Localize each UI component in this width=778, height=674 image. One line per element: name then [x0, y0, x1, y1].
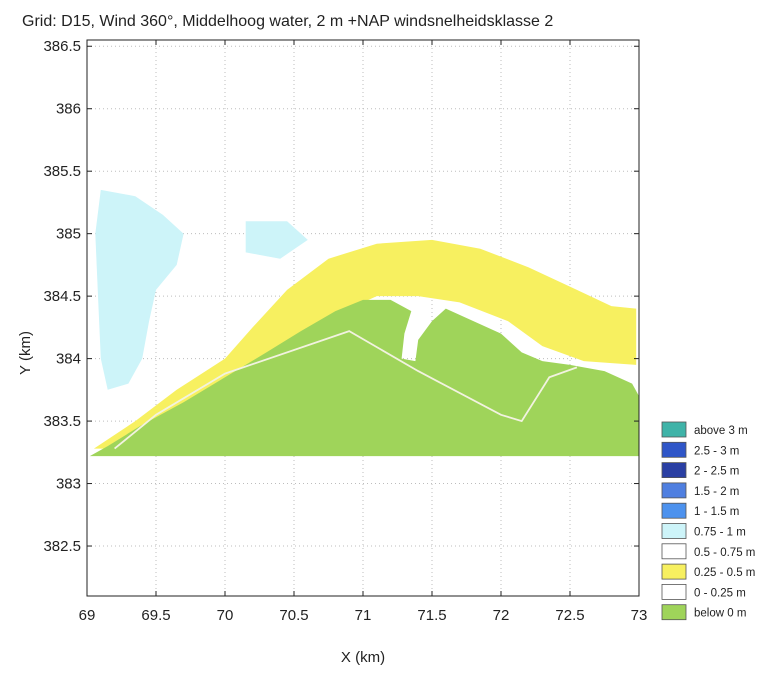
- dike-line: [114, 330, 578, 450]
- legend-swatch: [661, 584, 687, 600]
- legend-label: 0 - 0.25 m: [694, 587, 746, 599]
- y-tick-label: 386: [56, 101, 81, 118]
- y-tick-label: 383: [56, 476, 81, 493]
- legend-label: 0.75 - 1 m: [694, 527, 746, 539]
- legend-swatch: [661, 441, 687, 458]
- legend-swatch: [661, 502, 687, 519]
- x-tick-label: 70: [217, 607, 234, 624]
- x-axis-label: X (km): [341, 649, 385, 666]
- y-tick-label: 382.5: [43, 538, 81, 555]
- chart-title: Grid: D15, Wind 360°, Middelhoog water, …: [22, 13, 553, 30]
- legend-label: 1.5 - 2 m: [694, 486, 739, 498]
- legend-label: 2 - 2.5 m: [694, 466, 739, 478]
- x-tick-label: 70.5: [279, 607, 308, 624]
- y-tick-label: 385.5: [43, 163, 81, 180]
- x-tick-label: 71.5: [417, 607, 446, 624]
- y-tick-label: 384.5: [43, 288, 81, 305]
- legend-swatch: [661, 523, 687, 539]
- x-tick-label: 73: [631, 607, 648, 624]
- region-0: [95, 189, 184, 390]
- x-tick-label: 72: [493, 607, 510, 624]
- axis-ticks: 69 69.5 70 70.5 71 71.5 72 72.5 73 386.5 386 385.5 3…: [43, 38, 647, 624]
- region-2: [93, 239, 637, 449]
- legend-swatch: [661, 543, 687, 560]
- y-tick-label: 383.5: [43, 413, 81, 430]
- x-tick-label: 71: [355, 607, 372, 624]
- y-tick-label: 386.5: [43, 38, 81, 55]
- legend-label: below 0 m: [694, 608, 746, 620]
- legend: above 3 m 2.5 - 3 m 2 - 2.5 m 1.5 - 2 m 1 - …: [661, 421, 755, 621]
- legend-swatch: [661, 482, 687, 499]
- x-tick-label: 72.5: [555, 607, 584, 624]
- region-3: [89, 299, 640, 457]
- region-1: [245, 221, 308, 259]
- legend-swatch: [661, 563, 687, 580]
- data-regions: [89, 189, 640, 457]
- y-tick-label: 385: [56, 226, 81, 243]
- legend-label: 2.5 - 3 m: [694, 445, 739, 457]
- y-axis-label: Y (km): [17, 331, 34, 375]
- legend-swatch: [661, 421, 687, 438]
- legend-swatch: [661, 462, 687, 479]
- legend-label: above 3 m: [694, 425, 748, 437]
- x-tick-label: 69: [79, 607, 96, 624]
- x-tick-label: 69.5: [141, 607, 170, 624]
- legend-label: 1 - 1.5 m: [694, 506, 739, 518]
- legend-label: 0.5 - 0.75 m: [694, 547, 755, 559]
- legend-swatch: [661, 604, 687, 621]
- y-tick-label: 384: [56, 351, 81, 368]
- legend-label: 0.25 - 0.5 m: [694, 567, 755, 579]
